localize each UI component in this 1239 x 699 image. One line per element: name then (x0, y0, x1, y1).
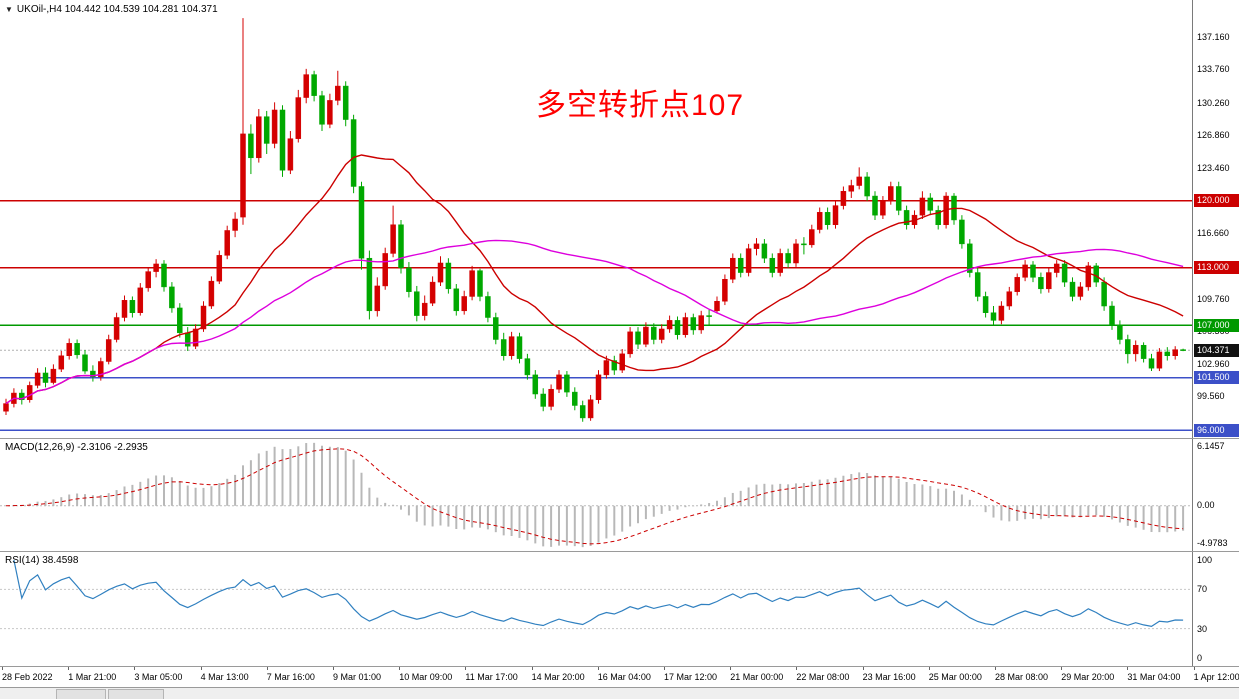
time-axis-tick (928, 667, 930, 670)
chart-annotation-text: 多空转折点107 (536, 89, 745, 122)
price-axis[interactable]: 137.160 133.760 130.260 126.860 123.460 116.6… (1192, 0, 1239, 438)
macd-tick-label: 6.1457 (1197, 441, 1225, 451)
main-chart-panel[interactable]: ▼ UKOil-,H4 104.442 104.539 104.281 104.3… (0, 0, 1192, 438)
time-axis-label: 25 Mar 00:00 (928, 672, 982, 682)
price-tick-label: 130.260 (1197, 97, 1230, 108)
price-tick-label: 99.560 (1197, 391, 1225, 402)
panel-separator[interactable] (0, 438, 1239, 439)
rsi-indicator-label: RSI(14) 38.4598 (5, 555, 79, 566)
macd-tick-label: 0.00 (1197, 499, 1215, 510)
time-axis-label: 21 Mar 00:00 (730, 672, 784, 682)
time-axis-label: 31 Mar 04:00 (1127, 672, 1181, 682)
time-axis-tick (1127, 667, 1129, 670)
time-axis-label: 29 Mar 20:00 (1061, 672, 1115, 682)
price-tick-label: 109.760 (1197, 293, 1230, 304)
time-axis-label: 28 Feb 2022 (2, 672, 53, 682)
time-axis-tick (200, 667, 202, 670)
price-tick-label: 123.460 (1197, 162, 1230, 173)
time-axis-tick (995, 667, 996, 670)
candles-layer (3, 18, 1186, 422)
time-axis-tick (68, 667, 70, 670)
time-axis-label: 9 Mar 01:00 (333, 672, 382, 682)
macd-panel[interactable]: MACD(12,26,9) -2.3106 -2.2935 (0, 439, 1192, 551)
time-axis-label: 17 Mar 12:00 (664, 672, 718, 682)
time-axis-tick (730, 667, 732, 670)
price-level-badge: 101.500 (1194, 371, 1239, 385)
candlestick-chart[interactable] (0, 0, 1192, 438)
moving-average-line[interactable] (5, 239, 1184, 405)
time-axis-label: 10 Mar 09:00 (399, 672, 453, 682)
price-tick-label: 137.160 (1197, 31, 1230, 42)
price-level-badge: 113.000 (1194, 261, 1239, 275)
time-axis-label: 22 Mar 08:00 (796, 672, 850, 682)
rsi-line (13, 559, 1184, 628)
time-axis-label: 11 Mar 17:00 (465, 672, 518, 682)
time-axis-label: 28 Mar 08:00 (995, 672, 1049, 682)
macd-tick-label: -4.9783 (1197, 538, 1228, 548)
time-axis-tick (531, 667, 533, 670)
chart-tab[interactable] (56, 689, 106, 699)
time-axis-label: 1 Apr 12:00 (1193, 672, 1239, 682)
price-tick-label: 102.960 (1197, 358, 1230, 369)
symbol-info-bar: ▼ UKOil-,H4 104.442 104.539 104.281 104.3… (5, 4, 218, 15)
macd-chart (0, 442, 1192, 548)
price-tick-label: 116.660 (1197, 227, 1229, 238)
current-price-badge: 104.371 (1194, 343, 1239, 357)
time-axis-tick (796, 667, 798, 670)
time-axis-tick (465, 667, 467, 670)
rsi-panel[interactable]: RSI(14) 38.4598 (0, 552, 1192, 666)
price-level-badge: 107.000 (1194, 318, 1239, 332)
time-axis-label: 3 Mar 05:00 (134, 672, 183, 682)
symbol-ohlc-label: UKOil-,H4 104.442 104.539 104.281 104.37… (16, 4, 218, 15)
time-axis-label: 7 Mar 16:00 (266, 672, 315, 682)
time-axis-tick (2, 667, 3, 670)
time-axis-tick (1061, 667, 1063, 670)
macd-axis[interactable]: 6.1457 0.00 -4.9783 (1192, 439, 1239, 551)
time-axis-tick (1193, 667, 1195, 670)
price-level-badge: 96.000 (1194, 423, 1239, 437)
time-axis-tick (134, 667, 136, 670)
rsi-tick-label: 100 (1197, 555, 1213, 565)
time-axis[interactable]: 28 Feb 2022 1 Mar 21:00 3 Mar 05:00 4 Mar 1… (0, 667, 1239, 687)
time-axis-label: 23 Mar 16:00 (862, 672, 916, 682)
rsi-tick-label: 30 (1197, 623, 1208, 634)
time-axis-label: 14 Mar 20:00 (531, 672, 585, 682)
rsi-axis[interactable]: 100 70 30 0 (1192, 552, 1239, 666)
time-axis-label: 16 Mar 04:00 (597, 672, 651, 682)
panel-separator[interactable] (0, 666, 1239, 667)
rsi-tick-label: 70 (1197, 584, 1208, 595)
rsi-chart (0, 559, 1192, 630)
time-axis-label: 1 Mar 21:00 (68, 672, 117, 682)
chart-dropdown-icon[interactable]: ▼ (5, 5, 13, 14)
rsi-tick-label: 0 (1197, 653, 1203, 663)
price-tick-label: 126.860 (1197, 130, 1230, 141)
panel-separator[interactable] (0, 551, 1239, 552)
macd-signal-line (5, 448, 1184, 545)
macd-indicator-label: MACD(12,26,9) -2.3106 -2.2935 (5, 442, 148, 453)
price-tick-label: 133.760 (1197, 64, 1230, 75)
moving-average-line[interactable] (5, 154, 1184, 405)
time-axis-tick (333, 667, 334, 670)
time-axis-tick (399, 667, 401, 670)
price-level-badge: 120.000 (1194, 194, 1239, 208)
time-axis-label: 4 Mar 13:00 (200, 672, 249, 682)
time-axis-tick (664, 667, 665, 670)
time-axis-tick (862, 667, 864, 670)
time-axis-tick (266, 667, 268, 670)
time-axis-tick (597, 667, 599, 670)
bottom-tabs-bar (0, 687, 1239, 699)
chart-tab[interactable] (108, 689, 164, 699)
macd-histogram (12, 442, 1185, 548)
